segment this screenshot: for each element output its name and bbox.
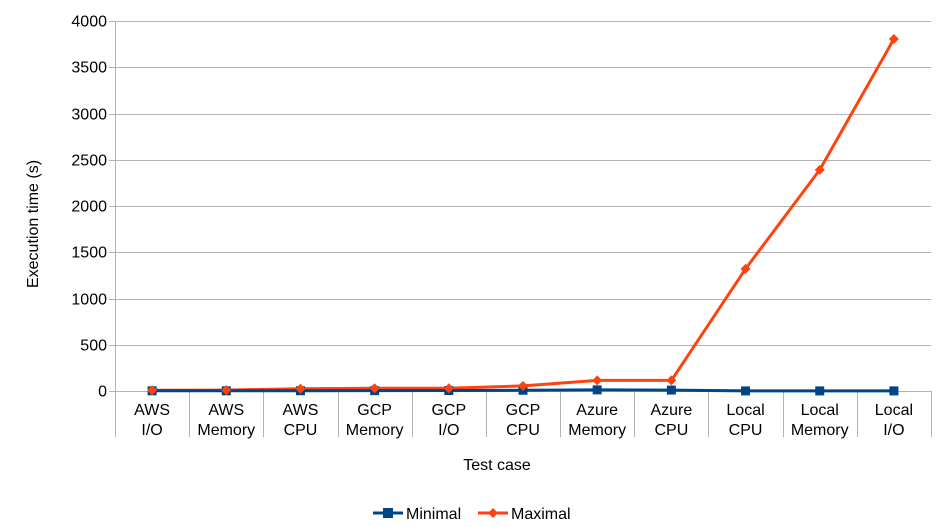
x-tick-label-line: Memory <box>346 422 404 439</box>
x-tick-label-line: GCP <box>357 402 392 419</box>
data-point-maximal <box>295 383 306 394</box>
x-tick-label-line: Memory <box>791 422 849 439</box>
x-tick-label: AWS CPU <box>283 402 319 439</box>
x-tick-label: Azure Memory <box>568 402 626 439</box>
data-point-minimal <box>815 386 825 396</box>
x-tick-label-line: I/O <box>141 422 162 439</box>
x-axis: AWS I/O AWS Memory AWS CPU GCP Memory GCP I/O GCP C… <box>115 391 932 439</box>
x-tick-label-line: GCP <box>431 402 466 419</box>
legend: Minimal Maximal <box>373 506 571 523</box>
x-axis-title: Test case <box>463 457 531 474</box>
x-tick-label-line: Memory <box>197 422 255 439</box>
data-point-maximal <box>666 375 677 386</box>
y-tick-label: 2500 <box>71 153 107 170</box>
y-axis-title: Execution time (s) <box>25 160 42 288</box>
x-tick-label-line: AWS <box>208 402 244 419</box>
legend-marker-square <box>383 508 393 518</box>
series-group <box>147 34 899 396</box>
data-point-maximal <box>740 263 751 274</box>
y-tick-labels: 0 500 1000 1500 2000 2500 3000 3500 4000 <box>71 14 107 401</box>
data-point-minimal <box>741 386 751 396</box>
data-point-minimal <box>666 385 676 395</box>
data-point-maximal <box>443 383 454 394</box>
x-tick-label-line: I/O <box>883 422 904 439</box>
x-tick-label: AWS I/O <box>134 402 170 439</box>
x-tick-label-line: CPU <box>729 422 763 439</box>
x-tick-label-line: Local <box>801 402 839 419</box>
x-tick-label-line: AWS <box>283 402 319 419</box>
x-tick-label: GCP Memory <box>346 402 404 439</box>
x-tick-label: GCP I/O <box>431 402 466 439</box>
data-point-maximal <box>592 375 603 386</box>
x-tick-label: Azure CPU <box>650 402 692 439</box>
y-tick-label: 0 <box>98 384 107 401</box>
y-tick-label: 3000 <box>71 107 107 124</box>
series-line-maximal <box>152 38 896 392</box>
x-tick-label: Local I/O <box>875 402 913 439</box>
data-point-maximal <box>518 380 528 391</box>
x-tick-label-line: GCP <box>506 402 541 419</box>
x-tick-label: GCP CPU <box>506 402 541 439</box>
x-tick-label-line: AWS <box>134 402 170 419</box>
y-tick-label: 4000 <box>71 14 107 31</box>
x-tick-label-line: CPU <box>284 422 318 439</box>
x-tick-label-line: Memory <box>568 422 626 439</box>
data-point-maximal <box>221 385 232 396</box>
data-point-maximal <box>888 34 899 45</box>
data-point-minimal <box>592 385 602 395</box>
x-tick-label: Local Memory <box>791 402 849 439</box>
y-tick-label: 500 <box>80 338 107 355</box>
x-tick-label: Local CPU <box>726 402 764 439</box>
data-point-maximal <box>147 385 158 396</box>
y-tick-label: 1000 <box>71 292 107 309</box>
x-tick-label-line: CPU <box>654 422 688 439</box>
data-point-maximal <box>369 383 380 394</box>
y-tick-label: 3500 <box>71 60 107 77</box>
legend-marker-diamond <box>488 508 498 518</box>
x-tick-label: AWS Memory <box>197 402 255 439</box>
legend-label-minimal: Minimal <box>406 506 461 523</box>
gridlines <box>109 21 931 437</box>
legend-label-maximal: Maximal <box>511 506 571 523</box>
x-tick-label-line: Azure <box>650 402 692 419</box>
x-tick-label-line: Local <box>875 402 913 419</box>
data-point-minimal <box>889 386 899 396</box>
data-point-maximal <box>814 164 825 175</box>
y-tick-label: 1500 <box>71 245 107 262</box>
x-tick-label-line: I/O <box>438 422 459 439</box>
y-tick-label: 2000 <box>71 199 107 216</box>
x-tick-label-line: Local <box>726 402 764 419</box>
x-tick-label-line: Azure <box>576 402 618 419</box>
x-tick-label-line: CPU <box>506 422 540 439</box>
